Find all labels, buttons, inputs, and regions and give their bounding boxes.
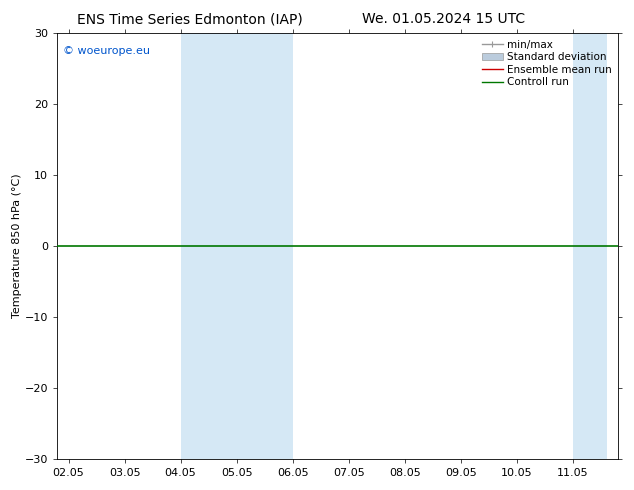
Text: ENS Time Series Edmonton (IAP): ENS Time Series Edmonton (IAP) [77, 12, 303, 26]
Bar [573, 33, 607, 459]
Bar [181, 33, 293, 459]
Text: © woeurope.eu: © woeurope.eu [63, 46, 150, 56]
Text: We. 01.05.2024 15 UTC: We. 01.05.2024 15 UTC [362, 12, 526, 26]
Legend: min/max, Standard deviation, Ensemble mean run, Controll run: min/max, Standard deviation, Ensemble me… [479, 36, 615, 91]
Y-axis label: Temperature 850 hPa (°C): Temperature 850 hPa (°C) [12, 174, 22, 318]
